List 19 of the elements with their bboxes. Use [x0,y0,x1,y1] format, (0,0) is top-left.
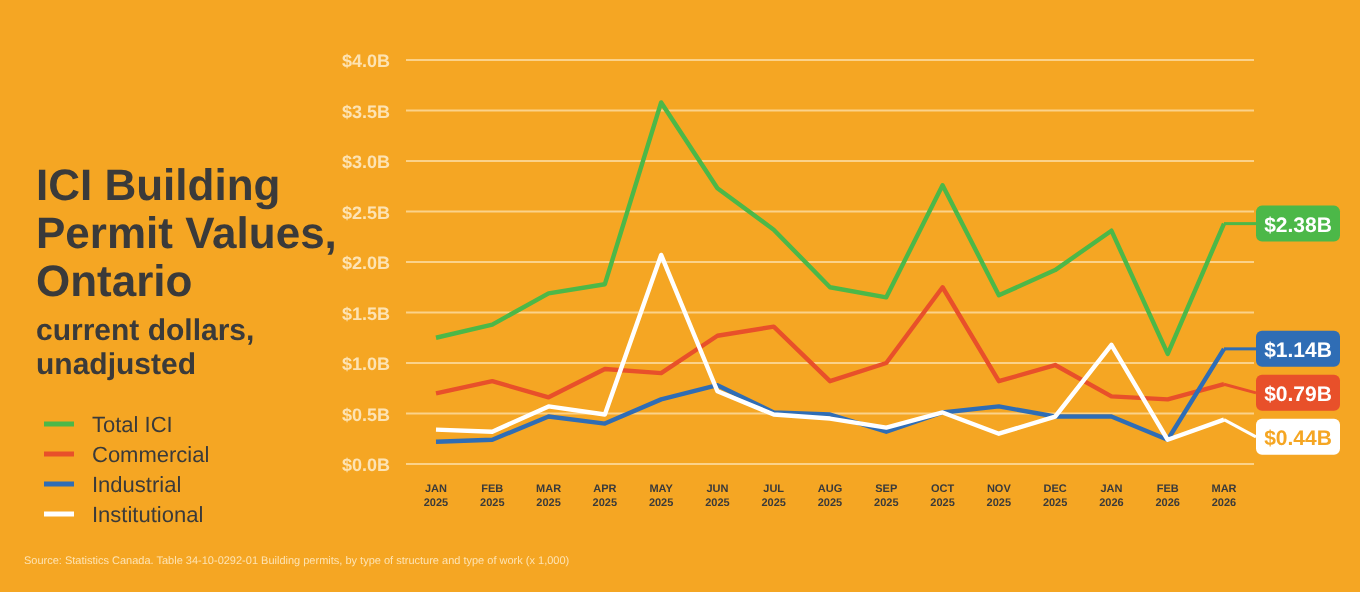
data-label: $0.79B [1264,382,1333,407]
legend-label: Total ICI [92,414,173,438]
data-label: $2.38B [1264,213,1333,238]
legend-label: Institutional [92,504,204,528]
y-tick-label: $3.0B [341,152,391,172]
y-tick-label: $0.0B [341,455,391,475]
data-label: $1.14B [1264,338,1333,363]
legend-label: Commercial [92,444,210,468]
data-label: $0.44B [1264,426,1333,451]
y-tick-label: $0.5B [341,404,391,425]
text: current dollars, unadjusted [36,314,255,382]
legend-label: Industrial [92,474,182,498]
y-tick-label: $2.5B [341,202,391,223]
y-tick-label: $4.0B [341,51,391,71]
y-tick-label: $2.0B [341,253,391,273]
y-tick-label: $1.5B [341,303,391,324]
y-tick-label: $3.5B [341,101,391,122]
y-tick-label: $1.0B [341,354,391,374]
text: ICI Building Permit Values, Ontario [36,160,337,306]
